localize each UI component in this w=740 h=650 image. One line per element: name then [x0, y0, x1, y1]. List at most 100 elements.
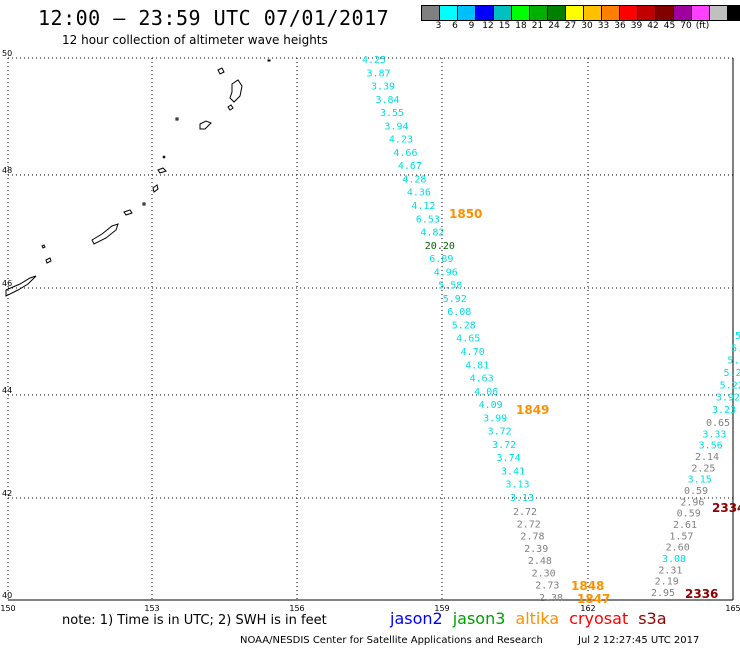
wave-height-value: 4.70	[461, 347, 485, 358]
wave-height-value: 4.96	[434, 267, 458, 278]
latitude-tick-label: 42	[2, 489, 12, 498]
wave-height-value: 3.39	[371, 82, 395, 93]
color-scale-label: 18	[515, 21, 527, 31]
page-title: 12:00 – 23:59 UTC 07/01/2017	[38, 6, 390, 30]
satellite-legend-item: jason3	[452, 609, 506, 628]
longitude-tick-label: 153	[144, 604, 159, 613]
wave-height-value: 4.66	[393, 148, 417, 159]
time-label-2336: 2336	[685, 587, 718, 601]
coastline	[5, 59, 271, 297]
island-shape	[157, 167, 167, 174]
island-shape	[217, 67, 225, 75]
color-scale-label: (ft)	[695, 21, 710, 31]
latitude-tick-label: 48	[2, 166, 12, 175]
time-label-1847: 1847	[577, 592, 610, 606]
wave-height-value: 4.65	[456, 334, 480, 345]
wave-height-value: 2.73	[535, 581, 559, 592]
wave-height-value: 5	[735, 331, 740, 342]
wave-height-value: 5.	[731, 343, 740, 354]
island-shape	[123, 209, 133, 216]
wave-height-value: 4.28	[402, 174, 426, 185]
island-shape	[227, 104, 234, 111]
time-label-1849: 1849	[516, 403, 549, 417]
wave-height-value: 2.31	[658, 565, 682, 576]
color-scale-label: 6	[452, 21, 458, 31]
wave-height-value: 1.57	[669, 531, 693, 542]
credit-footer: NOAA/NESDIS Center for Satellite Applica…	[240, 635, 543, 646]
color-scale-labels: 3 6 9 12 15 18 21 24 27 30 33 36 39 42 45 70 (ft)	[422, 21, 728, 35]
island-shape	[162, 155, 166, 159]
wave-height-value: 4.63	[470, 374, 494, 385]
wave-height-value: 4.67	[398, 161, 422, 172]
satellite-legend-item: jason2	[390, 609, 443, 628]
latitude-tick-label: 40	[2, 591, 12, 600]
wave-height-value: 3.55	[380, 108, 404, 119]
satellite-legend-item: cryosat	[569, 609, 629, 628]
wave-height-value: 2.14	[695, 452, 719, 463]
wave-height-value: 6.08	[447, 307, 471, 318]
wave-height-value: 0.65	[706, 418, 730, 429]
map-grid: 150 153 156 159 162 165 40 42 44 46 48 50	[0, 49, 740, 613]
wave-height-value: 3.72	[492, 440, 516, 451]
units-note: note: 1) Time is in UTC; 2) SWH is in fe…	[62, 613, 327, 628]
wave-height-value: 4.12	[411, 201, 435, 212]
wave-height-value: 3.33	[702, 429, 726, 440]
wave-height-value: 3.94	[384, 121, 408, 132]
wave-height-value: 2.39	[524, 544, 548, 555]
color-scale-label: 15	[498, 21, 511, 31]
longitude-tick-label: 162	[580, 604, 595, 613]
wave-height-value: 5.92	[443, 294, 467, 305]
island-shape	[45, 257, 52, 264]
wave-height-value: 5.28	[452, 320, 476, 331]
wave-height-value: 20.20	[425, 241, 455, 252]
wave-height-value: 2.72	[513, 507, 537, 518]
island-shape	[267, 59, 271, 62]
color-scale-label: 24	[548, 21, 560, 31]
wave-height-value: 4.25	[362, 55, 386, 66]
time-labels: 1850 1849 1848 1847 2334 2336	[449, 207, 740, 606]
wave-height-value: 3.74	[497, 453, 521, 464]
color-scale-label: 33	[597, 21, 610, 31]
island-shape	[91, 223, 119, 245]
color-scale-label: 39	[630, 21, 643, 31]
color-scale-label: 21	[531, 21, 544, 31]
color-scale-label: 27	[564, 21, 577, 31]
wave-height-value: 3.13	[506, 480, 530, 491]
wave-height-value: 3.15	[688, 475, 712, 486]
satellite-legend-item: s3a	[638, 609, 667, 628]
wave-height-value: 5.58	[438, 281, 462, 292]
wave-height-value: 3.84	[375, 95, 399, 106]
wave-height-value: 0.59	[684, 486, 708, 497]
satellite-legend: jason2 jason3 altika cryosat s3a	[390, 609, 677, 628]
wave-height-value: 2.38	[539, 593, 563, 604]
wave-height-value: 3.13	[510, 493, 534, 504]
wave-height-value: 4.82	[420, 228, 444, 239]
island-shape	[175, 117, 179, 121]
wave-height-value: 5.2	[724, 368, 740, 379]
wave-height-value: 2.48	[528, 556, 552, 567]
wave-height-value: 6.89	[429, 254, 453, 265]
wave-height-value: 4.09	[479, 400, 503, 411]
wave-height-value: 5.22	[720, 380, 740, 391]
wave-height-value: 2.25	[691, 463, 715, 474]
island-shape	[152, 184, 159, 193]
color-scale-bar	[421, 5, 740, 21]
wave-height-value: 3.87	[366, 68, 390, 79]
wave-height-value: 3.41	[501, 466, 525, 477]
time-label-1848: 1848	[571, 579, 604, 593]
island-shape	[5, 275, 37, 297]
color-scale-label: 36	[614, 21, 626, 31]
wave-height-value: 2.78	[520, 532, 544, 543]
wave-height-value: 3.92	[716, 393, 740, 404]
wave-height-value: 0.59	[677, 509, 701, 520]
wave-height-value: 3.23	[712, 405, 736, 416]
wave-height-value: 3.56	[699, 441, 723, 452]
wave-height-value: 4.06	[474, 387, 498, 398]
latitude-tick-label: 50	[2, 49, 12, 58]
wave-height-value: 2.96	[680, 497, 704, 508]
page-subtitle: 12 hour collection of altimeter wave hei…	[62, 33, 328, 47]
wave-height-value: 2.19	[655, 577, 679, 588]
color-scale-label: 70	[680, 21, 692, 31]
island-shape	[142, 202, 146, 206]
